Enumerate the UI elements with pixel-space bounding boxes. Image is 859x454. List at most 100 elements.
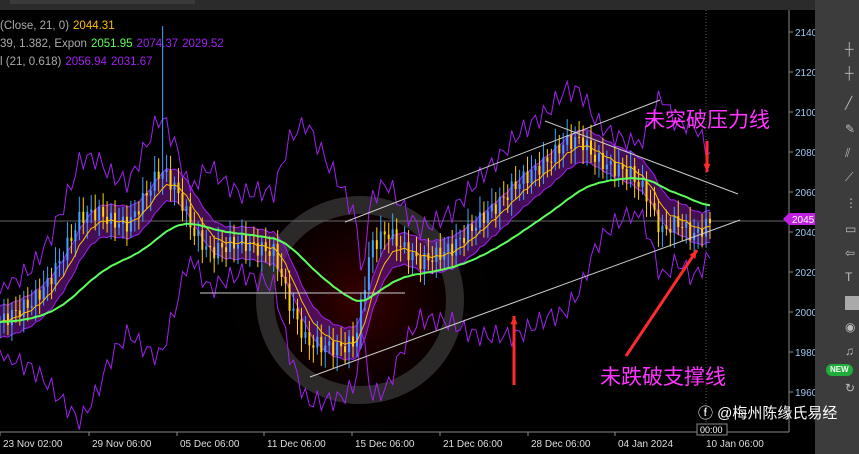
candle	[379, 231, 382, 249]
candle	[217, 242, 220, 259]
candle	[467, 224, 470, 243]
bell-icon[interactable]: ♫	[845, 344, 854, 358]
candle	[22, 299, 25, 317]
pen-icon[interactable]: ✎	[845, 122, 856, 136]
candle	[125, 216, 128, 232]
candle	[375, 240, 378, 249]
y-tick-label: 2040.00	[795, 228, 832, 239]
candle	[633, 166, 636, 182]
candle	[94, 209, 97, 221]
candle	[336, 342, 339, 356]
candle	[597, 153, 600, 162]
candle	[387, 234, 390, 240]
legend-label: l (21, 0.618)	[0, 56, 62, 68]
upper-band	[0, 79, 711, 295]
crosshair-time-label: 00:00	[700, 425, 723, 435]
replay-icon[interactable]: ↻	[845, 381, 856, 395]
candle	[268, 251, 271, 256]
crosshair-icon[interactable]: ┼	[845, 42, 854, 56]
candle	[292, 308, 295, 311]
candle	[455, 239, 458, 256]
candle	[431, 260, 434, 262]
candle	[316, 336, 319, 348]
candle	[82, 211, 85, 223]
crosshair-icon[interactable]: ┼	[845, 66, 854, 80]
red-arrow	[624, 249, 699, 357]
candle	[161, 172, 164, 179]
legend-ma-fast: (Close, 21, 0) 2044.31	[0, 20, 119, 32]
candle	[697, 228, 700, 233]
candle	[177, 182, 180, 194]
candle	[34, 290, 37, 306]
candle	[54, 263, 57, 285]
arrow-head	[703, 163, 711, 172]
candle	[522, 171, 525, 184]
candle	[685, 222, 688, 228]
candle	[129, 217, 132, 232]
candle	[613, 161, 616, 177]
arrow-icon[interactable]: ⇦	[845, 246, 856, 260]
candle	[90, 209, 93, 212]
candle	[141, 193, 144, 215]
candle	[478, 212, 481, 228]
support-annotation: 未跌破支撑线	[600, 366, 726, 389]
fib-icon[interactable]: ⋮	[845, 196, 857, 210]
eye-icon[interactable]: ◉	[845, 320, 856, 334]
candle	[506, 197, 509, 200]
candle	[145, 193, 148, 196]
arrow-head	[689, 250, 697, 259]
candle	[510, 181, 513, 200]
y-tick-label: 1960.00	[795, 388, 832, 399]
candle	[689, 222, 692, 241]
pitchfork-icon[interactable]: ⟋	[845, 170, 854, 184]
candle	[566, 135, 569, 145]
candle	[284, 276, 287, 284]
rectangle-icon[interactable]: ▭	[845, 222, 857, 236]
candle	[546, 157, 549, 162]
candle	[570, 135, 573, 149]
legend-value: 2029.52	[182, 38, 224, 50]
trendline-icon[interactable]: ╱	[845, 96, 853, 110]
candle	[498, 196, 501, 214]
lower-band	[0, 205, 711, 430]
candle	[709, 218, 711, 224]
trendline	[344, 99, 661, 223]
legend-value: 2051.95	[90, 38, 133, 50]
channel-icon[interactable]: ⫽	[845, 146, 851, 160]
candle	[681, 226, 684, 228]
candle	[629, 166, 632, 179]
candle	[86, 211, 89, 223]
candle	[324, 345, 327, 353]
candle	[106, 216, 109, 224]
candle	[637, 181, 640, 187]
candle	[10, 309, 13, 326]
color-swatch[interactable]	[845, 296, 859, 310]
candle	[649, 201, 652, 203]
text-icon[interactable]: T	[845, 270, 853, 284]
candle	[617, 164, 620, 177]
x-tick-label: 21 Dec 06:00	[443, 439, 503, 450]
candle	[514, 181, 517, 189]
candle	[451, 243, 454, 256]
new-badge: NEW	[826, 364, 853, 376]
candle	[701, 228, 704, 237]
candle	[601, 153, 604, 170]
x-tick-label: 23 Nov 02:00	[3, 439, 63, 450]
x-tick-label: 28 Dec 06:00	[531, 439, 591, 450]
x-tick-label: 10 Jan 06:00	[706, 439, 764, 450]
y-tick-label: 2120.00	[795, 68, 832, 79]
candle	[233, 237, 236, 249]
tab[interactable]	[10, 0, 195, 4]
candle	[605, 164, 608, 170]
candle	[46, 278, 49, 287]
candle	[300, 319, 303, 338]
candle	[288, 283, 291, 311]
candle	[312, 345, 315, 348]
price-chart[interactable]: 2140.00 2120.00 2100.00 2080.00 2060.00 2040.…	[0, 10, 859, 454]
candle	[181, 193, 184, 212]
candle	[197, 230, 200, 236]
y-tick-label: 2080.00	[795, 148, 832, 159]
candle	[18, 310, 21, 317]
watermark: ⓕ @梅州陈缘氏易经	[698, 405, 838, 422]
candle	[308, 332, 311, 346]
